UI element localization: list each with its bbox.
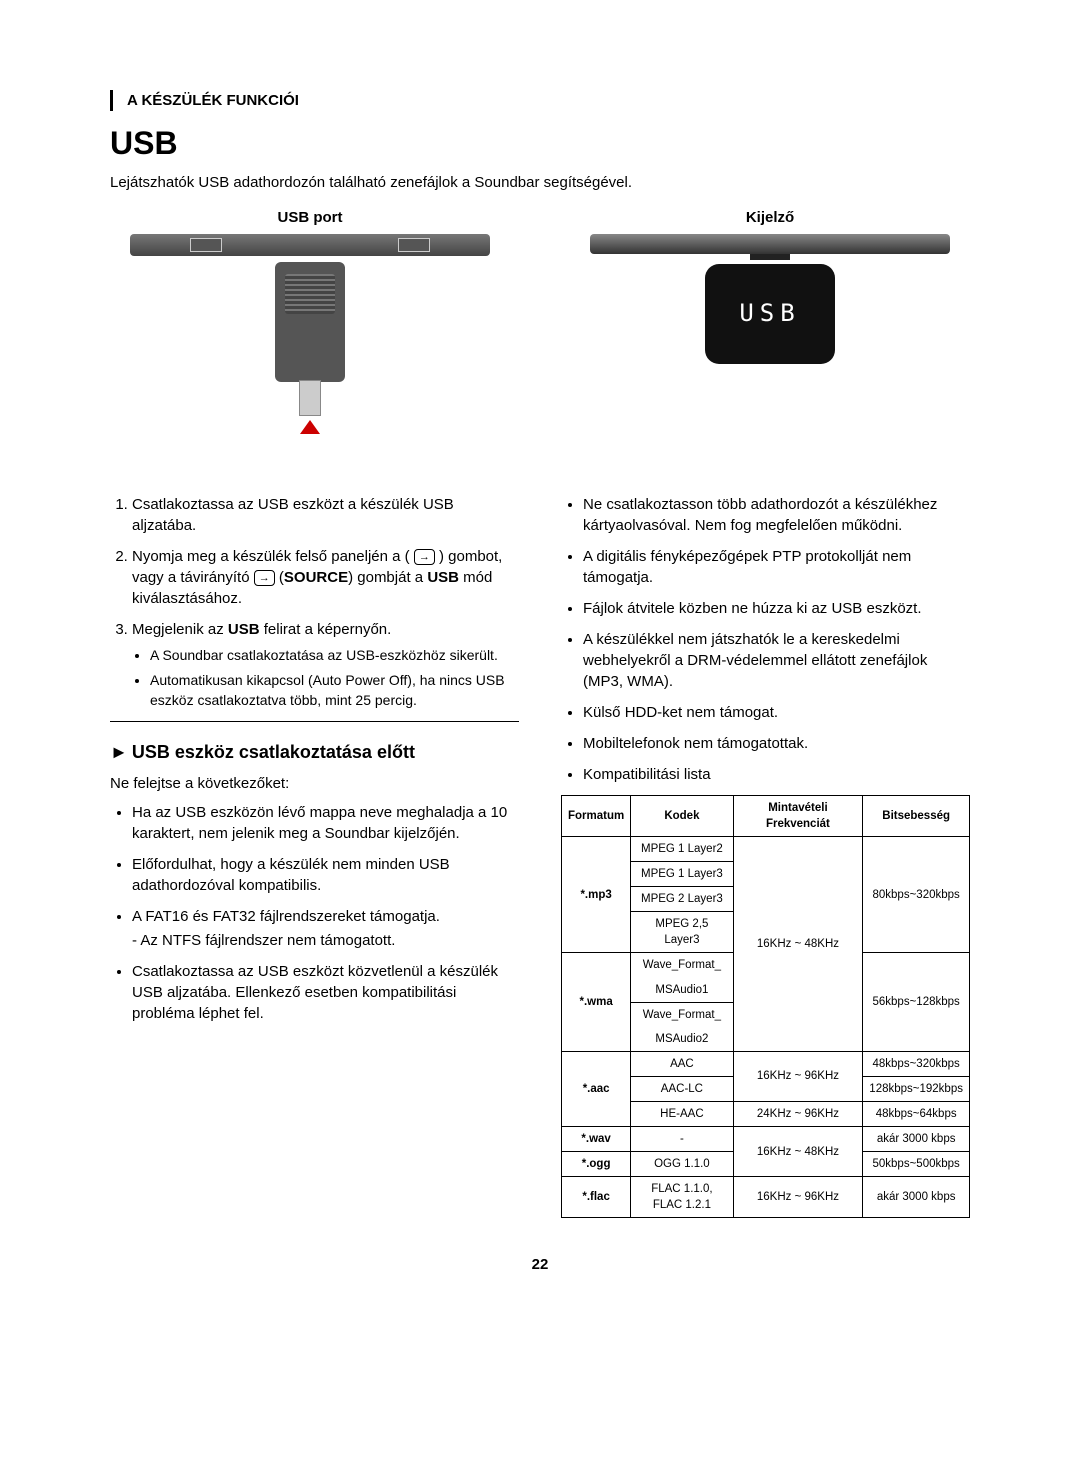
page-title: USB — [110, 121, 970, 166]
table-cell: *.wav — [562, 1127, 631, 1152]
table-row: *.mp3MPEG 1 Layer216KHz ~ 48KHz80kbps~32… — [562, 836, 970, 861]
page-number: 22 — [110, 1254, 970, 1275]
table-cell: MPEG 1 Layer2 — [631, 836, 733, 861]
table-cell: 48kbps~320kbps — [863, 1051, 970, 1076]
step-item: Nyomja meg a készülék felső paneljén a (… — [132, 546, 519, 609]
before-connect-item: Ha az USB eszközön lévő mappa neve megha… — [132, 802, 519, 844]
table-cell: 16KHz ~ 96KHz — [733, 1177, 863, 1218]
table-cell: MPEG 2 Layer3 — [631, 887, 733, 912]
table-cell: *.mp3 — [562, 836, 631, 952]
usb-port-diagram: USB port — [110, 207, 510, 434]
table-cell: 24KHz ~ 96KHz — [733, 1102, 863, 1127]
table-cell: *.ogg — [562, 1152, 631, 1177]
steps-list: Csatlakoztassa az USB eszközt a készülék… — [110, 494, 519, 711]
table-row: *.flacFLAC 1.1.0,FLAC 1.2.116KHz ~ 96KHz… — [562, 1177, 970, 1218]
table-cell: 128kbps~192kbps — [863, 1076, 970, 1101]
table-cell: *.wma — [562, 953, 631, 1051]
right-note-item: Mobiltelefonok nem támogatottak. — [583, 733, 970, 754]
table-cell: MPEG 2,5 Layer3 — [631, 912, 733, 953]
before-connect-list: Ha az USB eszközön lévő mappa neve megha… — [110, 802, 519, 1024]
arrow-up-icon — [300, 420, 320, 434]
intro-text: Lejátszhatók USB adathordozón található … — [110, 172, 970, 193]
diagrams-row: USB port Kijelző USB — [110, 207, 970, 434]
table-cell: akár 3000 kbps — [863, 1127, 970, 1152]
step-item: Megjelenik az USB felirat a képernyőn.A … — [132, 619, 519, 711]
th-freq: Mintavételi Frekvenciát — [733, 795, 863, 836]
section-label: A KÉSZÜLÉK FUNKCIÓI — [127, 90, 970, 111]
triangle-icon: ► — [110, 742, 128, 762]
display-screen: USB — [705, 264, 835, 364]
table-cell: MPEG 1 Layer3 — [631, 862, 733, 887]
source-icon — [414, 549, 435, 565]
table-cell: AAC — [631, 1051, 733, 1076]
table-cell: *.flac — [562, 1177, 631, 1218]
table-cell: akár 3000 kbps — [863, 1177, 970, 1218]
table-cell: 16KHz ~ 48KHz — [733, 1127, 863, 1177]
table-cell: 48kbps~64kbps — [863, 1102, 970, 1127]
table-cell: Wave_Format_ — [631, 953, 733, 978]
table-cell: 50kbps~500kbps — [863, 1152, 970, 1177]
table-cell: AAC-LC — [631, 1076, 733, 1101]
right-note-item: Ne csatlakoztasson több adathordozót a k… — [583, 494, 970, 536]
table-header-row: Formatum Kodek Mintavételi Frekvenciát B… — [562, 795, 970, 836]
right-note-item: Külső HDD-ket nem támogat. — [583, 702, 970, 723]
th-bitrate: Bitsebesség — [863, 795, 970, 836]
th-format: Formatum — [562, 795, 631, 836]
right-note-item: A digitális fényképezőgépek PTP protokol… — [583, 546, 970, 588]
soundbar-display-illustration — [590, 234, 950, 254]
table-cell: HE-AAC — [631, 1102, 733, 1127]
table-cell: - — [631, 1127, 733, 1152]
table-cell: 16KHz ~ 96KHz — [733, 1051, 863, 1101]
table-row: *.wav-16KHz ~ 48KHzakár 3000 kbps — [562, 1127, 970, 1152]
right-notes-list: Ne csatlakoztasson több adathordozót a k… — [561, 494, 970, 785]
before-connect-heading: ►USB eszköz csatlakoztatása előtt — [110, 740, 519, 765]
steps-block: Csatlakoztassa az USB eszközt a készülék… — [110, 494, 519, 722]
table-cell: 56kbps~128kbps — [863, 953, 970, 1051]
divider — [110, 721, 519, 722]
display-diagram: Kijelző USB — [570, 207, 970, 434]
before-connect-item: Előfordulhat, hogy a készülék nem minden… — [132, 854, 519, 896]
before-connect-item: Csatlakoztassa az USB eszközt közvetlenü… — [132, 961, 519, 1024]
step-sub-item: A Soundbar csatlakoztatása az USB-eszköz… — [150, 646, 519, 666]
usb-stick-illustration — [275, 262, 345, 382]
table-cell: MSAudio1 — [631, 978, 733, 1003]
source-icon — [254, 570, 275, 586]
display-label: Kijelző — [570, 207, 970, 228]
body-columns: Csatlakoztassa az USB eszközt a készülék… — [110, 494, 970, 1219]
right-note-item: Kompatibilitási lista — [583, 764, 970, 785]
table-cell: *.aac — [562, 1051, 631, 1126]
right-note-item: Fájlok átvitele közben ne húzza ki az US… — [583, 598, 970, 619]
soundbar-illustration — [130, 234, 490, 256]
before-connect-block: ►USB eszköz csatlakoztatása előtt Ne fel… — [110, 740, 519, 1024]
table-cell: FLAC 1.1.0,FLAC 1.2.1 — [631, 1177, 733, 1218]
table-cell: 80kbps~320kbps — [863, 836, 970, 952]
table-cell: 16KHz ~ 48KHz — [733, 836, 863, 1051]
display-text: USB — [739, 297, 800, 331]
section-header: A KÉSZÜLÉK FUNKCIÓI — [110, 90, 970, 111]
before-connect-lead: Ne felejtse a következőket: — [110, 773, 519, 794]
before-connect-item: A FAT16 és FAT32 fájlrendszereket támoga… — [132, 906, 519, 951]
th-codec: Kodek — [631, 795, 733, 836]
usb-port-label: USB port — [110, 207, 510, 228]
right-notes-block: Ne csatlakoztasson több adathordozót a k… — [561, 494, 970, 1219]
table-row: *.aacAAC16KHz ~ 96KHz48kbps~320kbps — [562, 1051, 970, 1076]
step-item: Csatlakoztassa az USB eszközt a készülék… — [132, 494, 519, 536]
table-cell: MSAudio2 — [631, 1027, 733, 1052]
table-cell: Wave_Format_ — [631, 1002, 733, 1027]
step-sub-item: Automatikusan kikapcsol (Auto Power Off)… — [150, 671, 519, 710]
right-note-item: A készülékkel nem játszhatók le a keresk… — [583, 629, 970, 692]
compatibility-table: Formatum Kodek Mintavételi Frekvenciát B… — [561, 795, 970, 1219]
table-cell: OGG 1.1.0 — [631, 1152, 733, 1177]
